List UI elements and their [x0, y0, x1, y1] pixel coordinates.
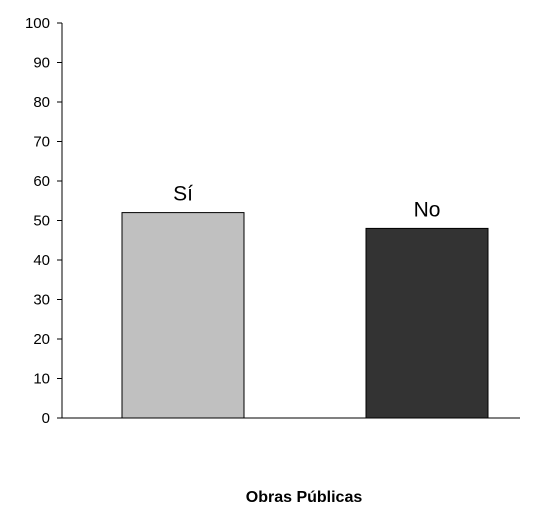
y-tick-label: 0 [42, 410, 50, 427]
y-tick-label: 70 [33, 134, 50, 151]
bar-si [121, 212, 245, 419]
bars [121, 212, 489, 419]
y-tick-label: 40 [33, 252, 50, 269]
y-tick-label: 80 [33, 94, 50, 111]
bar-label-si: Sí [173, 183, 193, 206]
y-tick-label: 10 [33, 371, 50, 388]
x-axis-title: Obras Públicas [246, 489, 363, 506]
y-tick-label: 20 [33, 331, 50, 348]
bar-label-no: No [414, 198, 441, 221]
y-tick-label: 50 [33, 213, 50, 230]
y-axis-ticks: 0 10 20 30 40 50 60 70 80 90 100 [25, 15, 62, 427]
data-labels: Sí No [173, 183, 440, 222]
bar-no [365, 227, 489, 419]
y-tick-label: 90 [33, 55, 50, 72]
y-tick-label: 30 [33, 292, 50, 309]
y-tick-label: 60 [33, 173, 50, 190]
y-tick-label: 100 [25, 15, 50, 32]
